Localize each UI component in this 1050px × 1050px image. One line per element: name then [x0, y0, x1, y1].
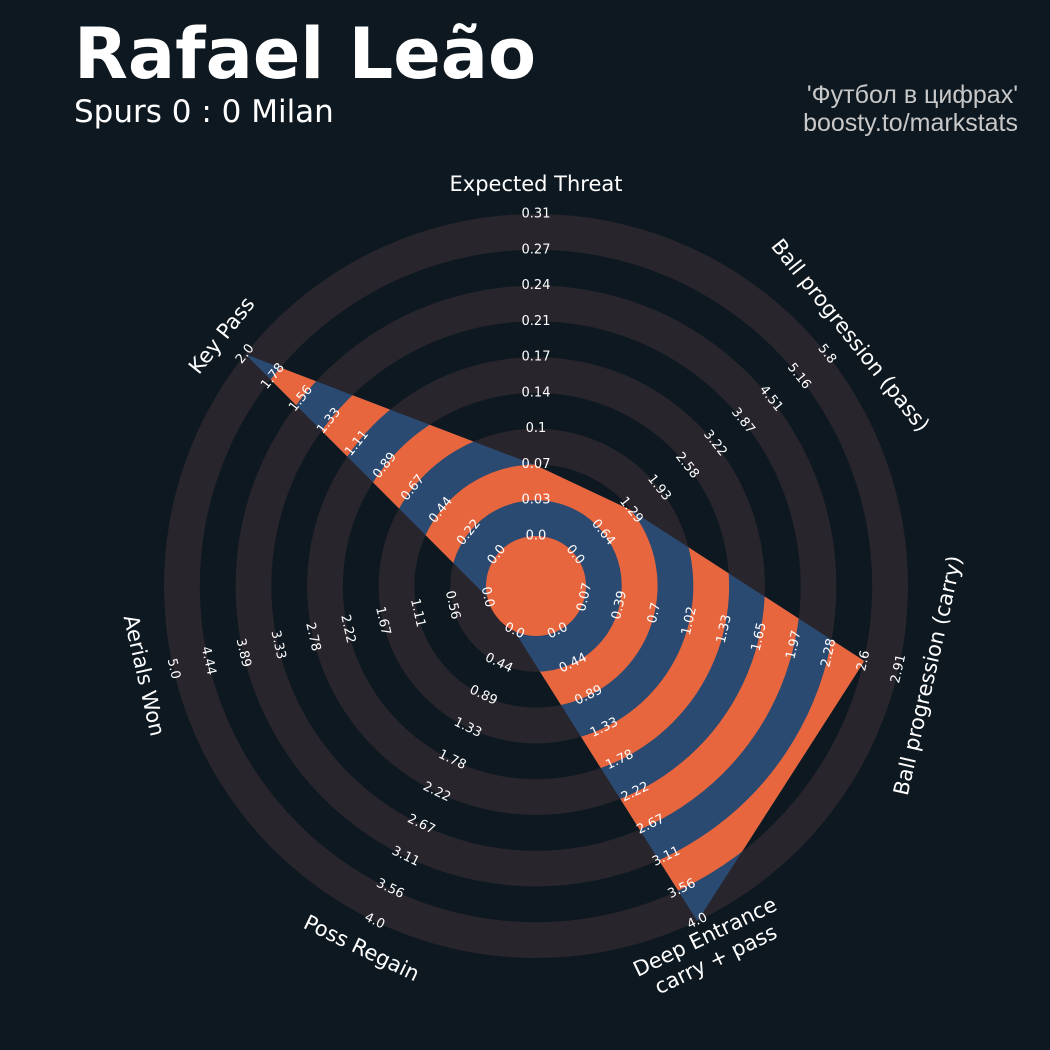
- tick-label: 2.78: [302, 621, 323, 653]
- tick-label: 0.21: [522, 314, 551, 329]
- tick-label: 1.67: [372, 605, 393, 637]
- tick-label: 0.0: [478, 585, 497, 609]
- tick-label: 1.11: [407, 597, 428, 629]
- tick-label: 5.0: [164, 657, 183, 681]
- tick-label: 2.6: [854, 649, 873, 673]
- tick-label: 0.07: [522, 457, 551, 472]
- credit-line-1: 'Футбол в цифрах': [806, 81, 1018, 109]
- parameter-label: Aerials Won: [119, 613, 170, 739]
- tick-label: 0.56: [442, 589, 463, 621]
- tick-label: 0.03: [522, 493, 551, 508]
- tick-label: 0.07: [574, 581, 595, 613]
- tick-label: 0.39: [609, 589, 630, 621]
- tick-label: 0.31: [522, 207, 551, 222]
- tick-label: 3.89: [233, 637, 254, 669]
- tick-label: 0.17: [522, 350, 551, 365]
- tick-label: 2.91: [888, 653, 909, 685]
- tick-label: 0.27: [522, 242, 551, 257]
- tick-label: 4.44: [198, 645, 219, 677]
- credit-line-2: boosty.to/markstats: [803, 109, 1018, 137]
- tick-label: 2.22: [337, 613, 358, 645]
- center-disc: [486, 536, 586, 636]
- tick-label: 1.02: [679, 605, 700, 637]
- tick-label: 1.65: [749, 621, 770, 653]
- tick-label: 0.24: [522, 278, 551, 293]
- tick-label: 0.14: [522, 385, 551, 400]
- match-subtitle: Spurs 0 : 0 Milan: [74, 94, 334, 130]
- player-name-title: Rafael Leão: [74, 13, 537, 95]
- tick-label: 0.1: [526, 421, 547, 436]
- tick-label: 0.0: [526, 529, 547, 544]
- tick-label: 1.97: [783, 629, 804, 661]
- tick-label: 3.33: [267, 629, 288, 661]
- tick-label: 1.33: [714, 613, 735, 645]
- tick-label: 2.28: [818, 637, 839, 669]
- parameter-label: Expected Threat: [450, 172, 623, 196]
- tick-label: 0.7: [645, 601, 664, 625]
